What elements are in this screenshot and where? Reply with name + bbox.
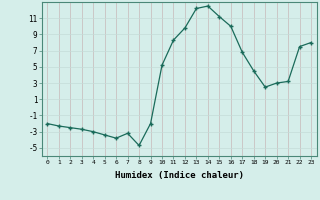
X-axis label: Humidex (Indice chaleur): Humidex (Indice chaleur) xyxy=(115,171,244,180)
